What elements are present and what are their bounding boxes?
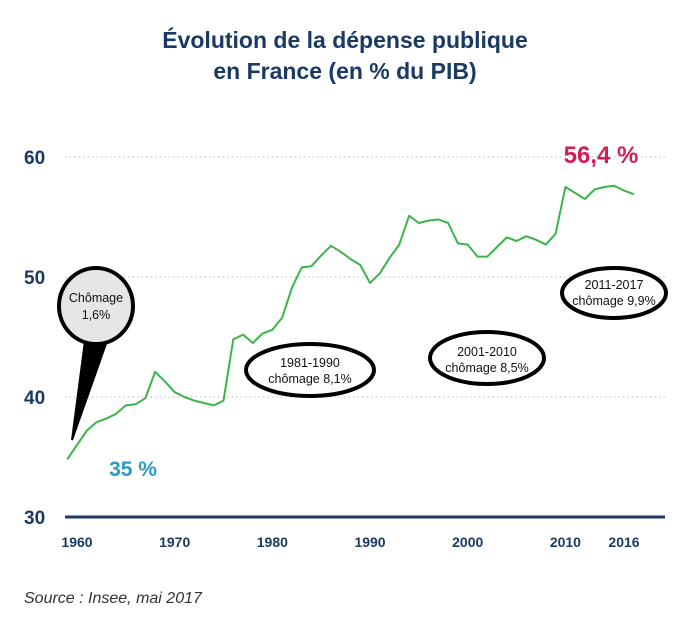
y-tick-label: 60	[24, 148, 45, 169]
x-tick-label: 2010	[550, 534, 581, 550]
bubble-shape	[57, 266, 135, 346]
x-axis-ticks: 1960 1970 1980 1990 2000 2010 2016	[61, 534, 639, 550]
annotation-period-2001-2010: 2001-2010 chômage 8,5%	[428, 330, 546, 386]
bubble-text-line-1: 2011-2017	[585, 278, 644, 292]
x-tick-label: 1970	[159, 534, 190, 550]
bubble-text-line-2: chômage 9,9%	[572, 294, 655, 308]
bubble-shape	[428, 330, 546, 386]
x-tick-label: 1980	[257, 534, 288, 550]
y-tick-label: 40	[24, 388, 45, 409]
bubble-text-line-2: chômage 8,1%	[268, 372, 351, 386]
bubble-shape	[560, 266, 668, 320]
annotation-period-2011-2017: 2011-2017 chômage 9,9%	[560, 266, 668, 320]
end-value-callout: 56,4 %	[564, 142, 639, 169]
chart-title-line-1: Évolution de la dépense publique	[162, 26, 527, 53]
bubble-tail	[71, 332, 109, 441]
bubble-text-line-2: 1,6%	[82, 308, 111, 322]
bubble-text-line-1: 2001-2010	[457, 345, 517, 359]
annotation-chomage-1960: Chômage 1,6%	[57, 266, 135, 441]
start-value-callout: 35 %	[109, 458, 157, 481]
source-note: Source : Insee, mai 2017	[24, 590, 203, 607]
chart-title-line-2: en France (en % du PIB)	[213, 58, 476, 84]
y-tick-label: 50	[24, 268, 45, 289]
annotation-period-1981-1990: 1981-1990 chômage 8,1%	[244, 342, 376, 398]
bubble-text-line-2: chômage 8,5%	[445, 361, 528, 375]
series-line-depense-publique	[66, 184, 635, 460]
x-tick-label: 1990	[354, 534, 385, 550]
y-tick-label: 30	[24, 508, 45, 529]
x-tick-label: 2000	[452, 534, 483, 550]
bubble-text-line-1: 1981-1990	[280, 356, 340, 370]
x-tick-label: 1960	[61, 534, 92, 550]
bubble-shape	[244, 342, 376, 398]
bubble-text-line-1: Chômage	[69, 291, 123, 305]
y-axis-ticks: 30 40 50 60	[24, 148, 45, 529]
x-tick-label: 2016	[608, 534, 639, 550]
gridlines	[65, 156, 665, 398]
